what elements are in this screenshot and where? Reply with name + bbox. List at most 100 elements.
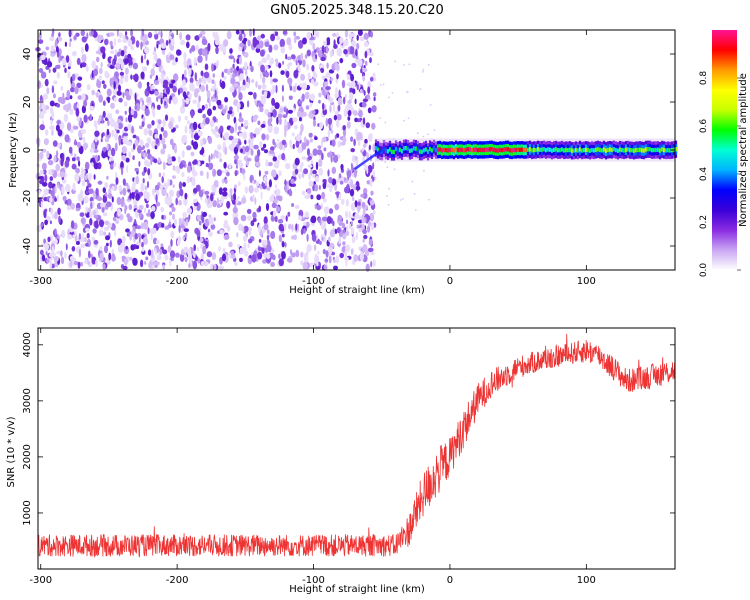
spectrogram-noise-cell bbox=[238, 141, 242, 146]
spectrogram-noise-cell bbox=[306, 187, 312, 194]
signal-band-core bbox=[552, 147, 556, 152]
spectrogram-noise-cell bbox=[252, 28, 255, 37]
spectrogram-noise-cell bbox=[264, 181, 268, 187]
spectrogram-noise-cell bbox=[43, 188, 49, 196]
spectrogram-noise-cell bbox=[147, 209, 151, 215]
spectrogram-noise-cell bbox=[263, 91, 268, 99]
spectrogram-noise-cell bbox=[223, 223, 229, 229]
spectrogram-noise-cell bbox=[258, 170, 261, 177]
spectrogram-noise-cell bbox=[202, 113, 207, 119]
spectrogram-noise-cell bbox=[243, 61, 248, 70]
spectrogram-noise-cell bbox=[162, 264, 165, 270]
spectrogram-noise-cell bbox=[171, 32, 174, 40]
spectrogram-noise-cell bbox=[338, 104, 340, 112]
spectrogram-noise-cell bbox=[251, 79, 255, 83]
spectrogram-noise-cell bbox=[295, 223, 298, 231]
signal-onset-ramp bbox=[353, 148, 383, 171]
spectrogram-noise-cell bbox=[70, 76, 73, 84]
spectrogram-noise-cell bbox=[128, 204, 133, 211]
colorbar-tick-label: 0.4 bbox=[699, 167, 709, 182]
spectrogram-noise-cell bbox=[204, 103, 208, 110]
signal-band-core bbox=[628, 148, 632, 153]
spectrogram-noise-cell bbox=[116, 28, 119, 37]
spectrogram-noise-cell bbox=[88, 188, 94, 194]
spectrogram-noise-cell bbox=[307, 155, 312, 161]
spectrogram-noise-cell bbox=[274, 102, 280, 110]
spectrogram-noise-cell bbox=[129, 234, 133, 241]
signal-band-core bbox=[456, 148, 460, 153]
spectrogram-noise-cell bbox=[312, 148, 318, 156]
spectrogram-noise-cell bbox=[66, 205, 72, 211]
spectrogram-noise-cell bbox=[236, 232, 239, 238]
spectrogram-noise-cell bbox=[283, 106, 287, 113]
spectrogram-noise-cell bbox=[169, 211, 172, 216]
spectrogram-noise-cell bbox=[274, 184, 278, 189]
spectrogram-noise-cell bbox=[282, 30, 287, 35]
spectrogram-noise-cell bbox=[80, 63, 83, 68]
spectrogram-noise-cell bbox=[60, 97, 66, 105]
spectrogram-noise-cell bbox=[287, 211, 291, 217]
spectrogram-noise-cell bbox=[325, 86, 331, 91]
spectrogram-noise-cell bbox=[245, 81, 250, 89]
spectrogram-noise-cell bbox=[192, 121, 198, 131]
spectrogram-noise-cell bbox=[302, 261, 308, 271]
spectrogram-noise-cell bbox=[250, 148, 254, 156]
spectrogram-noise-cell bbox=[205, 117, 210, 125]
spectrogram-noise-cell bbox=[71, 163, 77, 170]
spectrogram-noise-cell bbox=[108, 252, 112, 261]
spectrogram-noise-cell bbox=[154, 91, 160, 96]
signal-band-core bbox=[494, 148, 498, 153]
spectrogram-noise-cell bbox=[336, 133, 340, 138]
spectrogram-noise-cell bbox=[123, 101, 128, 107]
spectrogram-noise-cell bbox=[100, 46, 106, 54]
spectrogram-noise-cell bbox=[40, 110, 45, 120]
signal-band-core bbox=[512, 147, 516, 153]
spectrogram-noise-cell bbox=[273, 126, 280, 135]
spectrogram-noise-cell bbox=[291, 235, 295, 240]
spectrogram-noise-cell bbox=[362, 208, 366, 217]
spectrogram-noise-cell bbox=[69, 255, 75, 261]
spectrogram-noise-cell bbox=[238, 162, 244, 169]
spectrogram-noise-cell bbox=[228, 55, 235, 60]
spectrogram-noise-cell bbox=[55, 46, 59, 53]
spectrogram-noise-cell bbox=[113, 122, 119, 130]
spectrogram-noise-cell bbox=[289, 139, 293, 148]
spectrogram-noise-cell bbox=[72, 234, 75, 239]
spectrogram-noise-cell bbox=[312, 119, 317, 127]
spectrogram-stray-dot bbox=[422, 70, 424, 73]
spectrogram-noise-cell bbox=[326, 216, 332, 225]
spectrogram-noise-cell bbox=[326, 94, 331, 101]
spectrogram-noise-cell bbox=[285, 215, 288, 222]
spectrogram-noise-cell bbox=[57, 207, 61, 215]
spectrogram-noise-cell bbox=[333, 104, 335, 113]
signal-band-core bbox=[470, 148, 474, 153]
spectrogram-noise-cell bbox=[175, 124, 179, 129]
spectrogram-noise-cell bbox=[243, 51, 249, 58]
spectrogram-noise-cell bbox=[51, 85, 55, 94]
spectrogram-noise-cell bbox=[280, 70, 285, 75]
signal-band-core bbox=[572, 148, 576, 153]
snr-series-line bbox=[37, 333, 675, 558]
spectrogram-noise-cell bbox=[149, 228, 154, 234]
spectrogram-noise-cell bbox=[118, 32, 123, 39]
spectrogram-noise-cell bbox=[64, 251, 67, 259]
spectrogram-noise-cell bbox=[51, 169, 55, 174]
spectrogram-noise-cell bbox=[50, 45, 55, 52]
spectrogram-noise-cell bbox=[313, 184, 319, 192]
spectrogram-noise-cell bbox=[127, 39, 133, 47]
signal-band-core bbox=[662, 147, 666, 153]
spectrogram-noise-cell bbox=[56, 194, 59, 202]
spectrogram-noise-cell bbox=[160, 43, 166, 49]
spectrogram-noise-cell bbox=[372, 170, 375, 178]
spectrogram-noise-cell bbox=[147, 31, 153, 39]
spectrogram-noise-cell bbox=[243, 242, 247, 248]
spectrogram-noise-cell bbox=[255, 161, 261, 167]
spectrogram-noise-cell bbox=[101, 114, 104, 124]
spectrogram-noise-cell bbox=[135, 175, 139, 185]
spectrogram-noise-cell bbox=[250, 220, 255, 227]
signal-band-core bbox=[454, 147, 458, 152]
spectrogram-noise-cell bbox=[338, 89, 341, 98]
spectrogram-noise-cell bbox=[275, 84, 278, 94]
spectrogram-noise-cell bbox=[323, 264, 328, 270]
spectrogram-noise-cell bbox=[244, 145, 250, 153]
